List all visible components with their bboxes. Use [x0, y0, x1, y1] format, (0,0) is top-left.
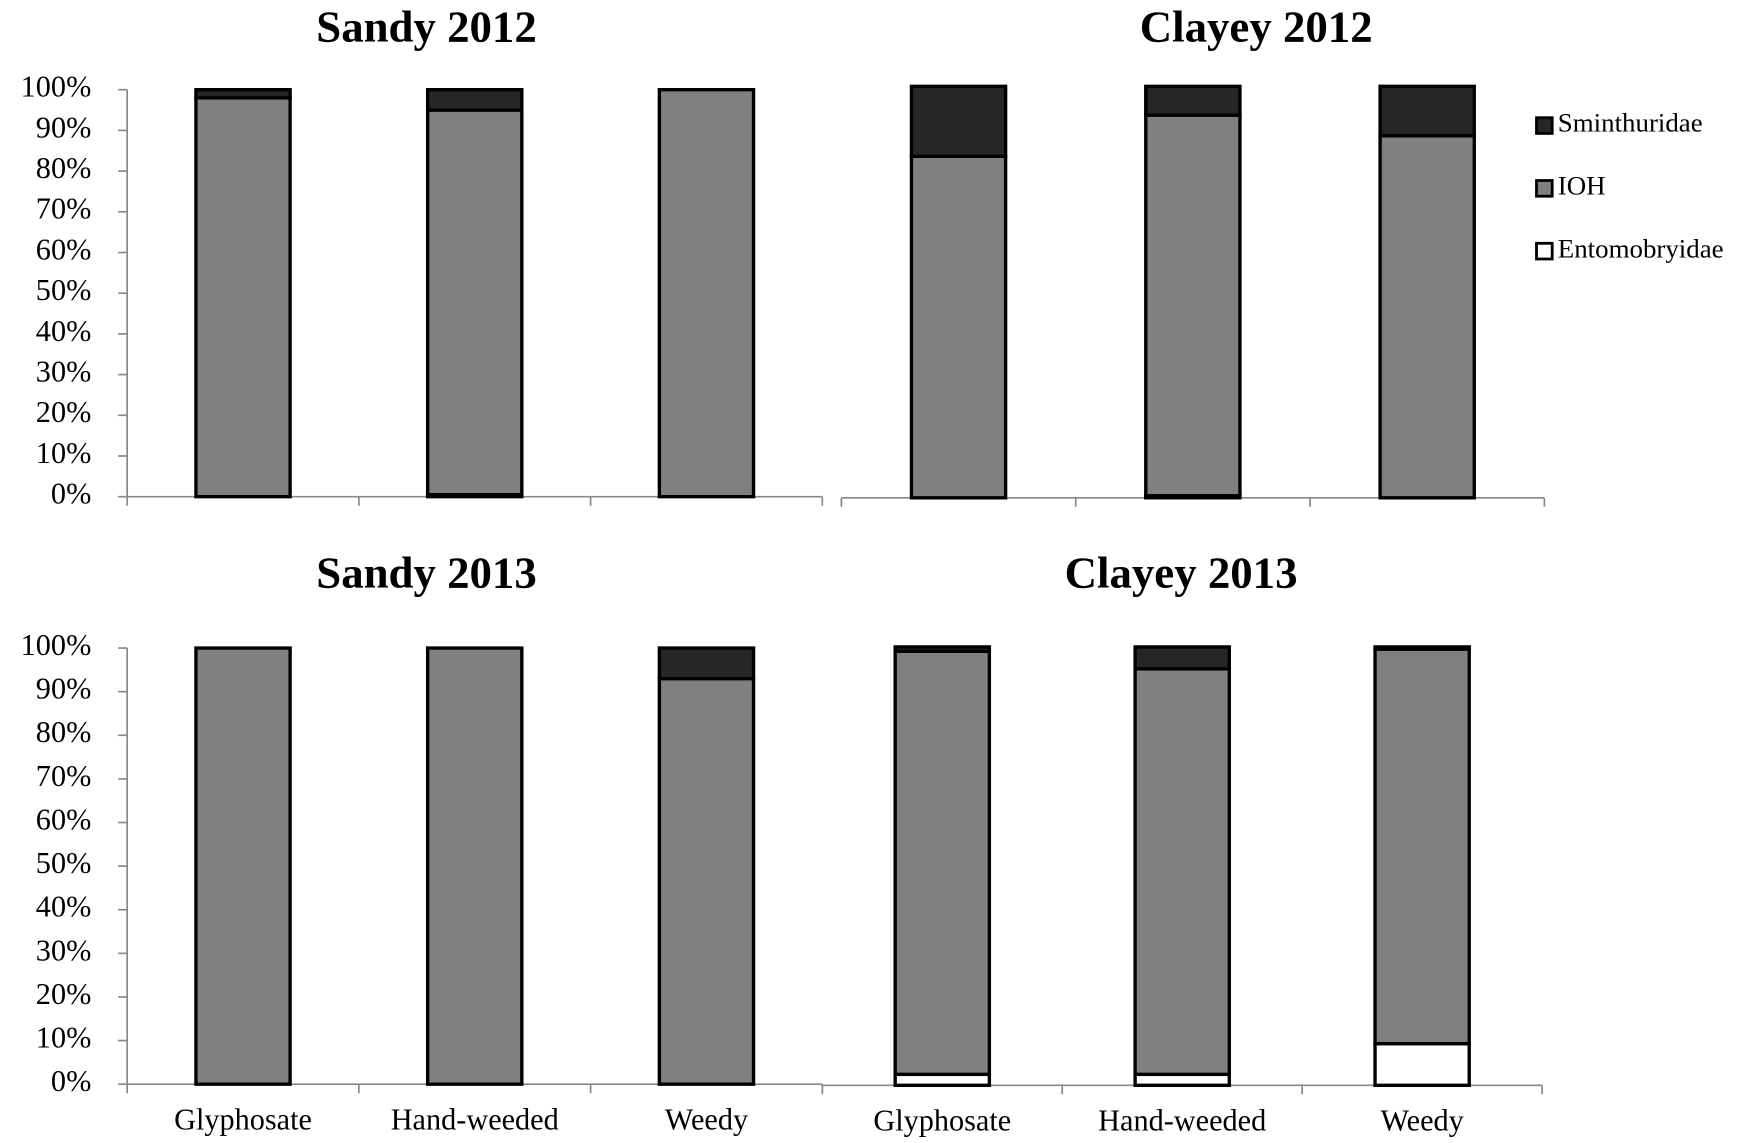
chart-title: Sandy 2012: [316, 2, 537, 52]
bar-segment: [1378, 134, 1476, 500]
y-tick-label: 10%: [36, 436, 91, 470]
y-tick-label: 80%: [36, 151, 91, 185]
bar-segment: [657, 646, 756, 681]
legend-swatch: [1535, 116, 1554, 135]
y-tick-label: 90%: [36, 110, 91, 144]
chart-title: Clayey 2012: [1140, 2, 1373, 52]
x-tick-label: Weedy: [1380, 1103, 1464, 1137]
y-tick-label: 50%: [36, 273, 91, 307]
bar-segment: [1133, 645, 1231, 671]
bar-segment: [909, 84, 1008, 158]
x-tick-label: Glyphosate: [174, 1102, 312, 1136]
bar-segment: [1378, 84, 1476, 138]
y-tick-label: 70%: [36, 192, 91, 226]
y-tick-label: 0%: [51, 477, 91, 511]
y-tick-label: 60%: [36, 232, 91, 266]
y-tick-label: 40%: [36, 890, 91, 924]
y-tick-label: 20%: [36, 977, 91, 1011]
bar-segment: [194, 88, 292, 100]
bar-segment: [1144, 84, 1242, 117]
bar-segment: [1373, 647, 1471, 1046]
bar-segment: [425, 88, 524, 112]
bar-segment: [1373, 1041, 1471, 1087]
y-tick-label: 60%: [36, 802, 91, 836]
legend-swatch: [1535, 241, 1554, 261]
chart-title: Clayey 2013: [1065, 548, 1298, 598]
legend-label: Entomobryidae: [1558, 233, 1724, 263]
y-tick-label: 30%: [36, 933, 91, 967]
x-tick-label: Hand-weeded: [391, 1102, 559, 1136]
bar-segment: [1144, 113, 1242, 498]
bar-segment: [893, 649, 992, 1077]
y-tick-label: 100%: [21, 628, 92, 662]
y-tick-label: 20%: [36, 395, 91, 429]
chart-title: Sandy 2013: [316, 548, 537, 598]
bar-segment: [194, 96, 292, 499]
x-tick-label: Hand-weeded: [1098, 1103, 1266, 1137]
bar-segment: [909, 154, 1008, 500]
x-tick-label: Weedy: [665, 1102, 749, 1136]
bar-segment: [657, 88, 756, 499]
bar-segment: [657, 676, 756, 1086]
y-tick-label: 50%: [36, 846, 91, 880]
y-tick-label: 80%: [36, 715, 91, 749]
bar-segment: [194, 646, 292, 1086]
y-tick-label: 40%: [36, 314, 91, 348]
bar-segment: [893, 645, 992, 653]
legend-swatch: [1535, 179, 1554, 198]
legend-label: Sminthuridae: [1558, 108, 1703, 138]
bar-segment: [1373, 645, 1471, 651]
y-tick-label: 30%: [36, 355, 91, 389]
bar-segment: [425, 108, 524, 497]
y-tick-label: 0%: [51, 1064, 91, 1098]
y-tick-label: 100%: [21, 70, 92, 104]
y-tick-label: 10%: [36, 1021, 91, 1055]
y-tick-label: 90%: [36, 672, 91, 706]
x-tick-label: Glyphosate: [873, 1103, 1011, 1137]
bar-segment: [425, 646, 524, 1086]
y-tick-label: 70%: [36, 759, 91, 793]
legend-label: IOH: [1558, 171, 1606, 201]
bar-segment: [1133, 667, 1231, 1077]
